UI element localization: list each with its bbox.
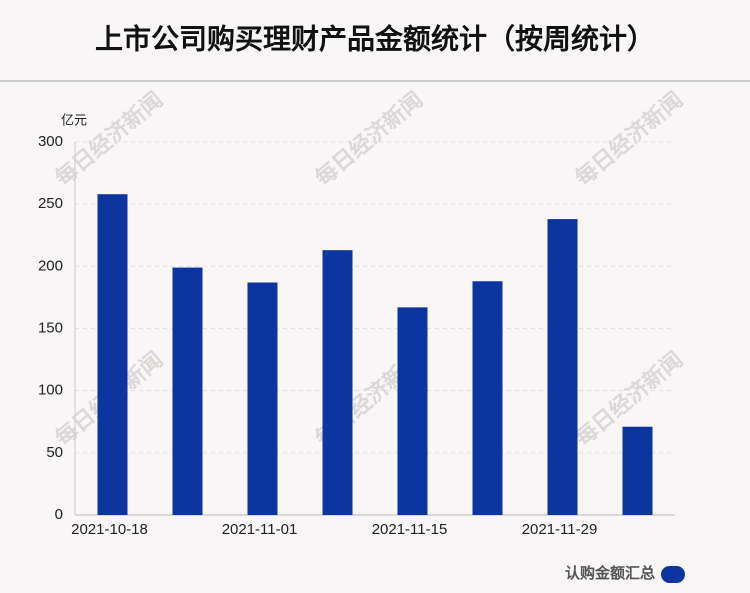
bar xyxy=(97,194,128,515)
bar xyxy=(397,307,428,515)
legend-label: 认购金额汇总 xyxy=(565,564,655,582)
bar xyxy=(172,267,203,515)
y-tick-label: 200 xyxy=(38,257,63,274)
bar xyxy=(472,281,503,515)
x-tick-label: 2021-11-01 xyxy=(222,521,298,538)
x-tick-label: 2021-10-18 xyxy=(71,521,148,538)
x-tick-label: 2021-11-15 xyxy=(372,521,448,538)
bar xyxy=(247,282,278,515)
y-tick-label: 50 xyxy=(46,444,63,461)
y-tick-label: 250 xyxy=(38,195,63,212)
y-tick-label: 300 xyxy=(38,133,63,150)
bar xyxy=(322,250,353,516)
chart-title: 上市公司购买理财产品金额统计（按周统计） xyxy=(95,22,655,54)
bar xyxy=(622,426,653,515)
y-axis-label: 亿元 xyxy=(61,112,87,127)
y-tick-label: 150 xyxy=(38,319,63,336)
legend-swatch xyxy=(661,566,685,583)
x-tick-label: 2021-11-29 xyxy=(522,521,598,538)
bar xyxy=(547,219,578,515)
y-tick-label: 100 xyxy=(38,382,63,399)
y-tick-label: 0 xyxy=(55,506,63,523)
